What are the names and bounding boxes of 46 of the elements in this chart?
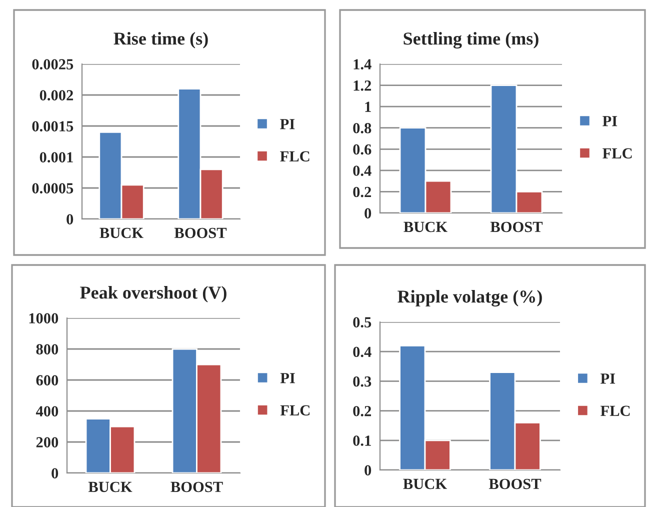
y-tick-label: 0.3 — [353, 376, 372, 387]
legend-label: PI — [280, 119, 295, 130]
y-tick-label: 200 — [36, 437, 58, 448]
y-tick-label: 0.5 — [353, 317, 372, 328]
y-tick-label: 0.2 — [353, 186, 372, 198]
y-tick-label: 0.8 — [353, 123, 372, 134]
chart-title: Peak overshoot (V) — [80, 286, 226, 302]
x-tick-label: BUCK — [404, 222, 448, 232]
x-tick-label: BOOST — [174, 228, 227, 238]
y-tick-label: 1 — [365, 102, 371, 112]
legend-label: PI — [600, 374, 616, 384]
x-tick-label: BOOST — [490, 222, 543, 232]
y-tick-label: 1.4 — [354, 59, 372, 70]
legend-label: FLC — [280, 151, 310, 162]
legend-label: PI — [602, 116, 618, 126]
y-tick-label: 0 — [364, 208, 372, 218]
x-tick-label: BOOST — [170, 482, 223, 492]
y-tick-label: 400 — [36, 406, 58, 416]
x-tick-label: BUCK — [100, 228, 144, 238]
y-tick-label: 0.2 — [353, 406, 372, 416]
y-tick-label: 0.6 — [353, 144, 372, 155]
y-tick-label: 0.4 — [353, 166, 372, 176]
y-tick-label: 0 — [66, 214, 74, 224]
y-tick-label: 0.002 — [40, 90, 74, 101]
y-tick-label: 0.4 — [353, 346, 372, 358]
chart-title: Rise time (s) — [114, 32, 208, 48]
legend-label: FLC — [280, 405, 310, 416]
legend-label: FLC — [602, 148, 632, 159]
chart-title: Ripple volatge (%) — [398, 290, 542, 307]
chart-title: Settling time (ms) — [404, 32, 538, 49]
x-tick-label: BUCK — [403, 478, 447, 490]
x-tick-label: BUCK — [88, 482, 132, 492]
y-tick-label: 0.1 — [353, 436, 371, 446]
y-tick-label: 800 — [36, 344, 58, 354]
legend-label: PI — [280, 373, 295, 384]
legend-label: FLC — [600, 406, 630, 416]
y-tick-label: 0.0015 — [32, 121, 74, 132]
y-tick-label: 600 — [36, 375, 58, 386]
y-tick-label: 0 — [364, 465, 372, 476]
y-tick-label: 0 — [52, 468, 58, 478]
x-tick-label: BOOST — [488, 478, 542, 490]
y-tick-label: 0.0005 — [32, 183, 74, 194]
y-tick-label: 0.001 — [40, 152, 73, 163]
y-tick-label: 0.0025 — [32, 59, 74, 70]
y-tick-label: 1.2 — [354, 80, 372, 91]
y-tick-label: 1000 — [29, 313, 58, 324]
